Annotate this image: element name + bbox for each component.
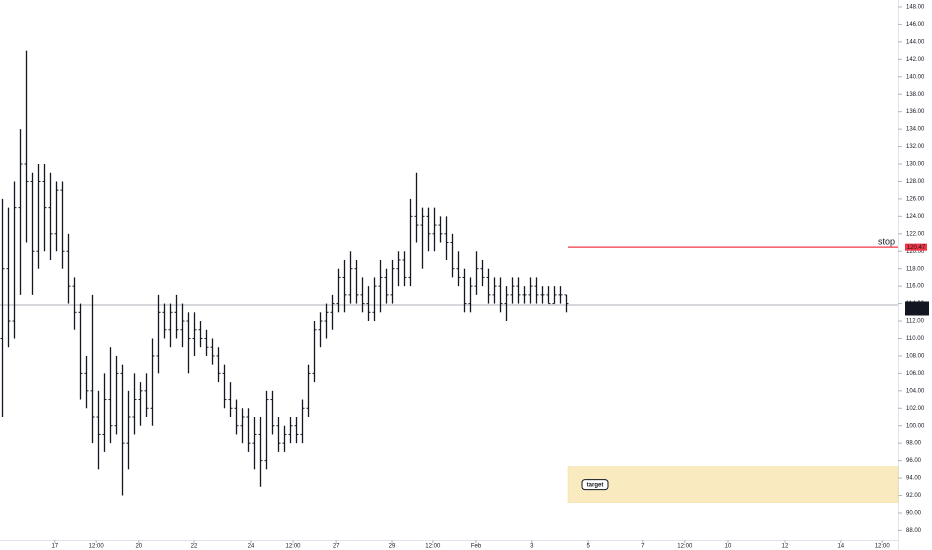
y-tick-label: 104.00 xyxy=(906,388,925,394)
x-tick-label: 17 xyxy=(51,544,58,550)
y-tick-label: 122.00 xyxy=(906,231,925,237)
y-tick-label: 88.00 xyxy=(906,528,922,534)
stop-price-label: 120.47 xyxy=(907,245,926,251)
x-tick-label: 24 xyxy=(248,544,255,550)
y-tick-label: 98.00 xyxy=(906,441,922,447)
y-tick-label: 148.00 xyxy=(906,5,925,11)
y-tick-label: 136.00 xyxy=(906,109,925,115)
x-tick-label: 20 xyxy=(135,544,142,550)
target-label: target xyxy=(587,483,604,489)
y-tick-label: 140.00 xyxy=(906,74,925,80)
x-tick-label: Feb xyxy=(471,544,482,550)
stop-price-tag xyxy=(905,243,927,251)
target-zone xyxy=(567,466,899,503)
y-tick-label: 138.00 xyxy=(906,92,925,98)
y-tick-label: 130.00 xyxy=(906,162,925,168)
countdown-label: 01:26:07 xyxy=(905,309,929,315)
y-tick-label: 142.00 xyxy=(906,57,925,63)
x-tick-label: 3 xyxy=(530,544,534,550)
x-tick-label: 12:00 xyxy=(677,544,693,550)
x-tick-label: 10 xyxy=(725,544,732,550)
y-tick-label: 112.00 xyxy=(906,319,925,325)
x-tick-label: 12:00 xyxy=(89,544,105,550)
y-tick-label: 144.00 xyxy=(906,39,925,45)
y-tick-label: 90.00 xyxy=(906,511,922,517)
target-label-box xyxy=(581,479,609,491)
x-tick-label: 12:00 xyxy=(875,544,891,550)
y-tick-label: 120.00 xyxy=(906,249,925,255)
y-tick-label: 126.00 xyxy=(906,196,925,202)
x-tick-label: 12:00 xyxy=(425,544,441,550)
y-tick-label: 92.00 xyxy=(906,493,922,499)
x-tick-label: 5 xyxy=(587,544,591,550)
stop-label: stop xyxy=(878,237,895,247)
y-tick-label: 118.00 xyxy=(906,266,925,272)
y-tick-label: 110.00 xyxy=(906,336,925,342)
y-tick-label: 96.00 xyxy=(906,458,922,464)
y-tick-label: 108.00 xyxy=(906,354,925,360)
x-tick-label: 14 xyxy=(837,544,844,550)
y-tick-label: 116.00 xyxy=(906,284,925,290)
y-tick-label: 94.00 xyxy=(906,476,922,482)
y-tick-label: 146.00 xyxy=(906,22,925,28)
x-tick-label: 29 xyxy=(389,544,396,550)
x-tick-label: 12:00 xyxy=(285,544,301,550)
x-tick-label: 27 xyxy=(333,544,340,550)
last-price-tag xyxy=(905,301,929,316)
y-tick-label: 128.00 xyxy=(906,179,925,185)
y-tick-label: 124.00 xyxy=(906,214,925,220)
y-tick-label: 100.00 xyxy=(906,423,925,429)
y-tick-label: 132.00 xyxy=(906,144,925,150)
x-tick-label: 22 xyxy=(191,544,198,550)
last-price-label: 113.84 xyxy=(908,303,927,309)
y-tick-label: 106.00 xyxy=(906,371,925,377)
y-tick-label: 102.00 xyxy=(906,406,925,412)
y-tick-label: 134.00 xyxy=(906,127,925,133)
x-tick-label: 7 xyxy=(641,544,645,550)
x-tick-label: 12 xyxy=(782,544,789,550)
